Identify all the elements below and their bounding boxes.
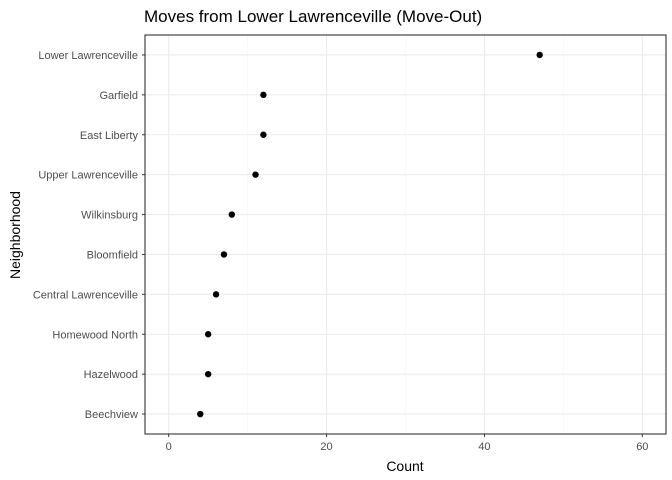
data-point	[204, 331, 212, 338]
x-axis-title: Count	[386, 458, 423, 474]
y-tick-label: Bloomfield	[87, 249, 138, 261]
x-axis-ticks: 0 20 40 60	[166, 434, 648, 453]
data-point	[536, 51, 543, 59]
data-point	[197, 410, 204, 418]
data-point	[260, 131, 267, 138]
chart-title: Moves from Lower Lawrenceville (Move-Out…	[144, 7, 482, 26]
y-tick-label: East Liberty	[80, 130, 139, 142]
panel-border	[144, 34, 667, 435]
y-tick-label: Lower Lawrenceville	[38, 50, 138, 62]
data-point	[260, 91, 267, 99]
y-tick-label: Homewood North	[52, 329, 138, 341]
y-axis-ticks: Lower Lawrenceville Garfield East Liberty U…	[33, 50, 145, 421]
data-points	[197, 51, 543, 418]
data-point	[220, 251, 228, 258]
x-tick-label: 0	[166, 441, 172, 453]
x-tick-label: 20	[320, 441, 332, 453]
y-tick-label: Hazelwood	[84, 369, 138, 381]
y-tick-label: Wilkinsburg	[81, 210, 138, 222]
data-point	[212, 291, 220, 298]
x-tick-label: 60	[636, 441, 648, 453]
y-tick-label: Beechview	[85, 409, 138, 421]
y-tick-label: Upper Lawrenceville	[38, 170, 138, 182]
data-point	[252, 171, 259, 178]
x-tick-label: 40	[478, 441, 490, 453]
data-point	[228, 211, 236, 218]
y-tick-label: Central Lawrenceville	[33, 289, 138, 301]
data-point	[204, 370, 212, 378]
y-tick-label: Garfield	[99, 90, 138, 102]
plot-panel	[144, 34, 667, 435]
y-axis-title: Neighborhood	[7, 191, 23, 279]
